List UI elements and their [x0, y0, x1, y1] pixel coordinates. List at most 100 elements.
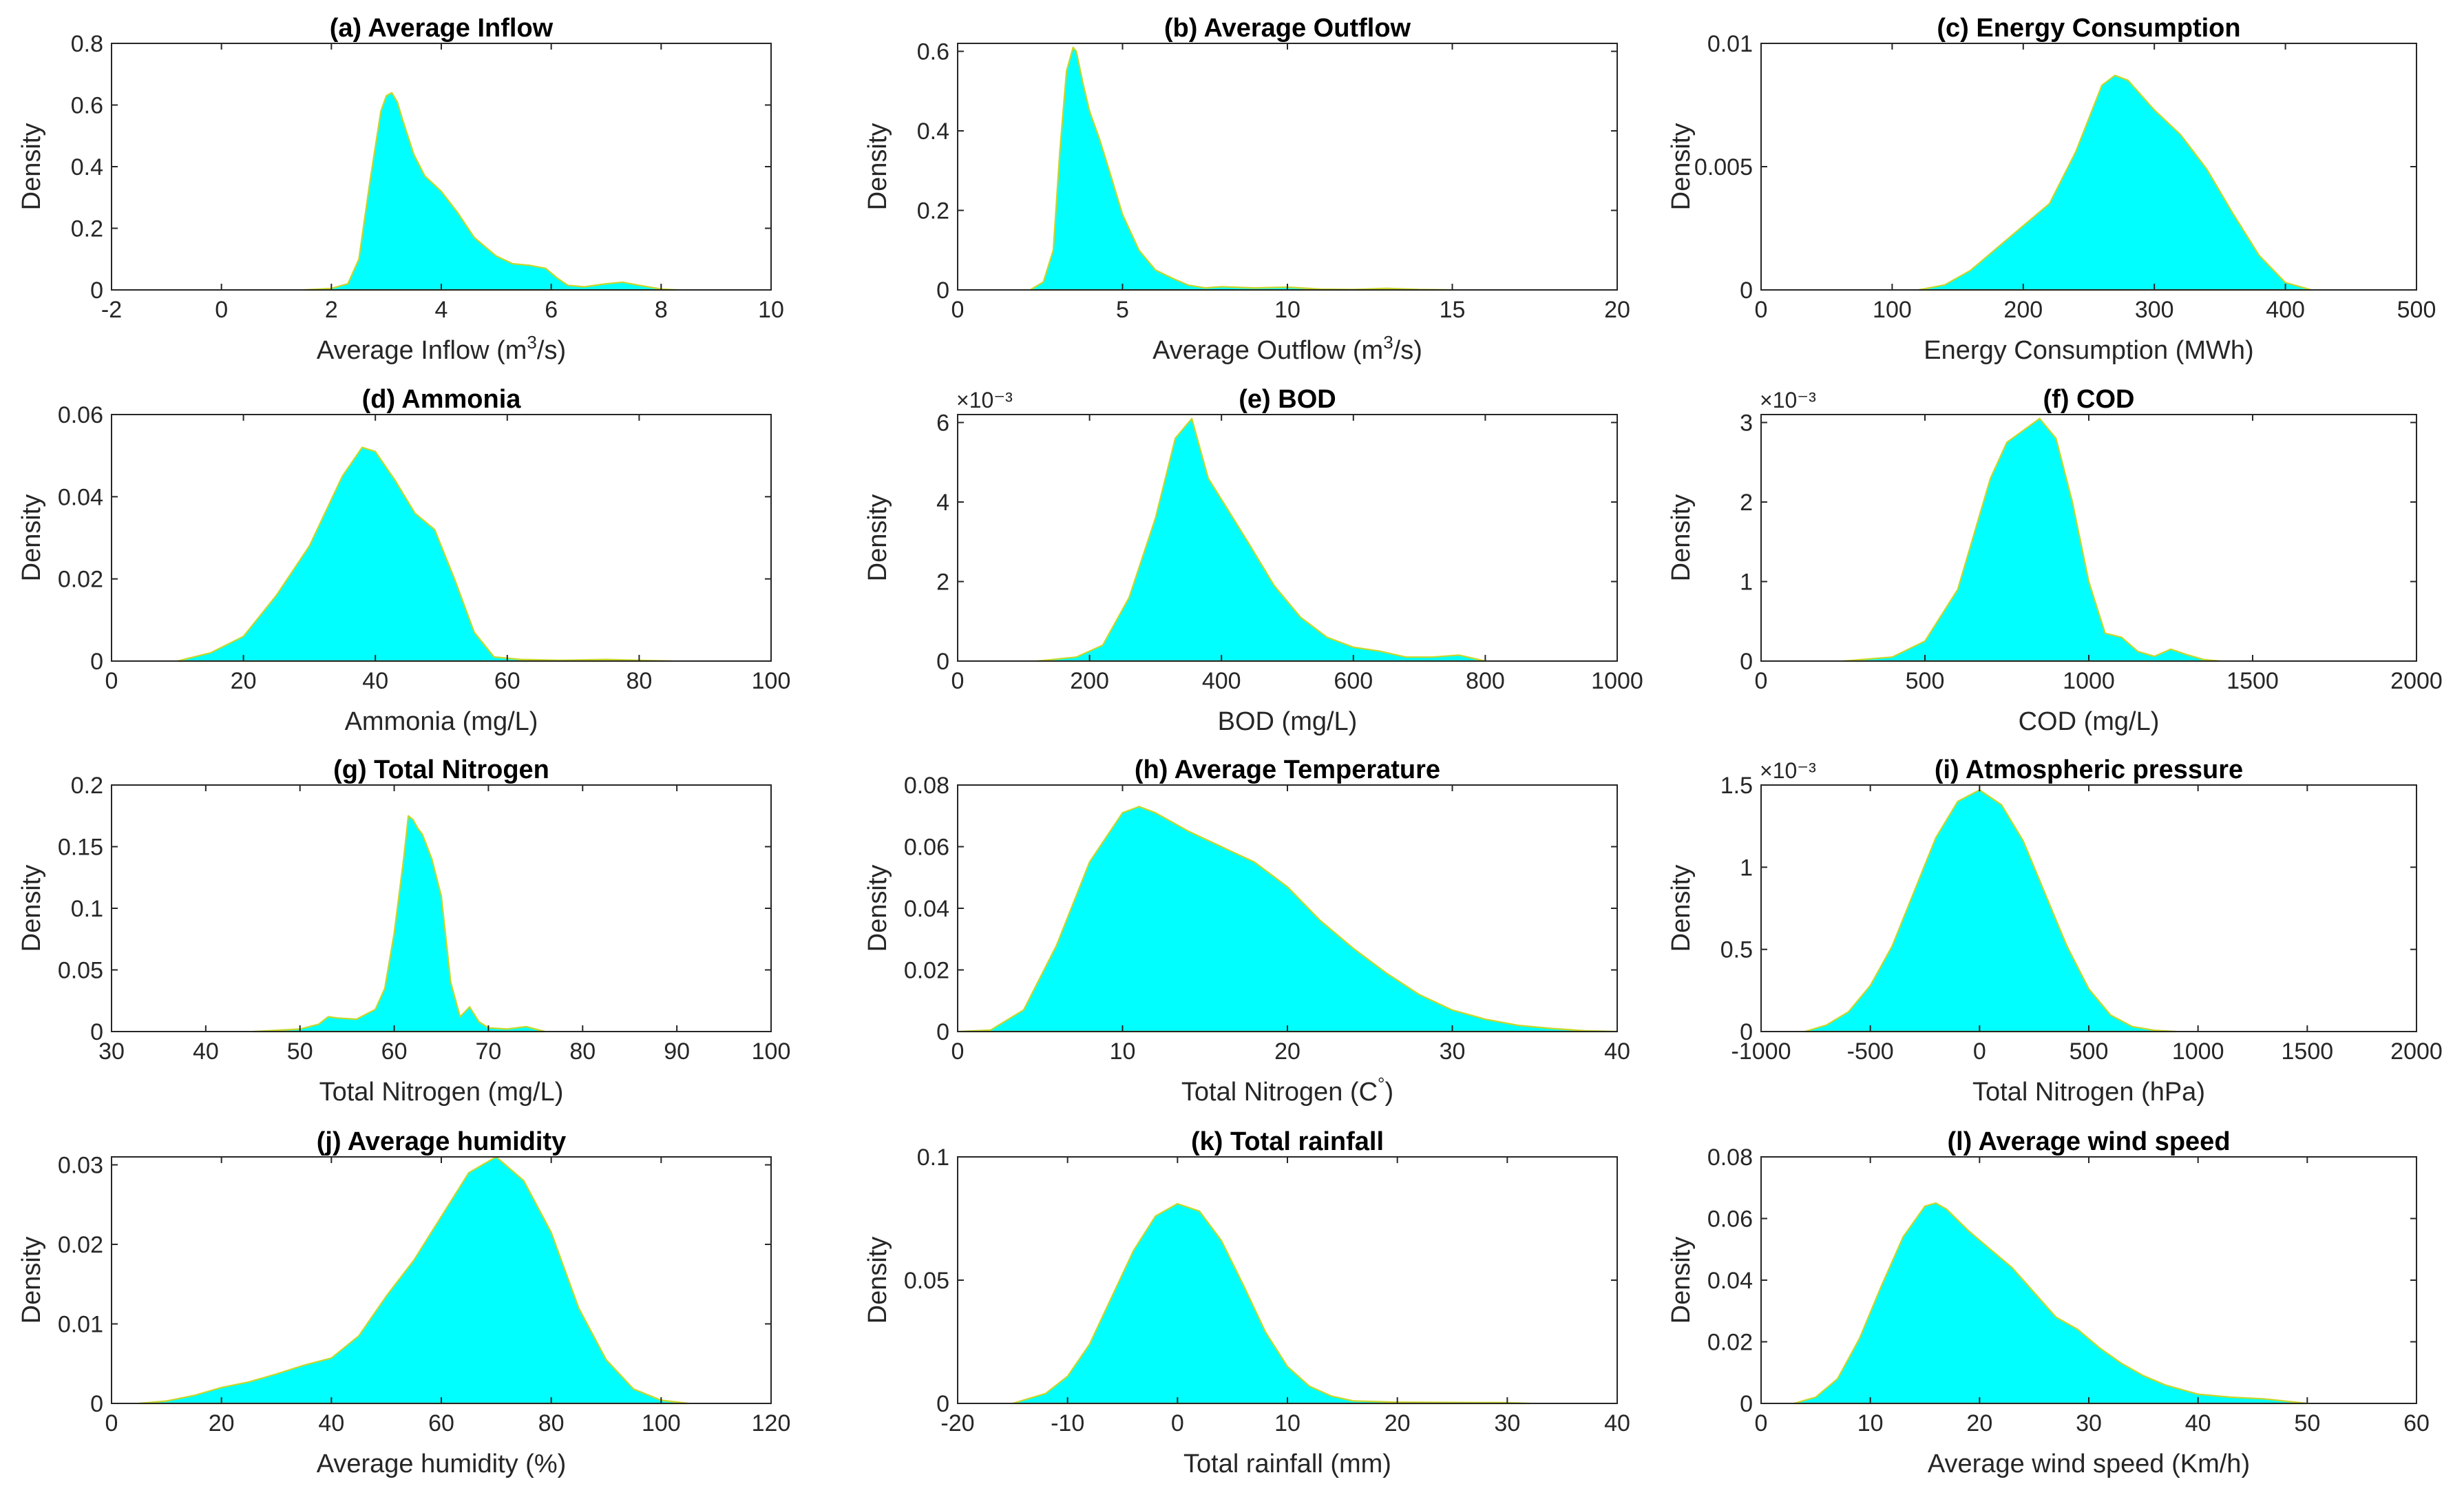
x-axis-label: Total Nitrogen (hPa) [1972, 1078, 2205, 1107]
x-tick-label: -2 [101, 297, 122, 323]
x-tick-label: 60 [494, 668, 520, 694]
x-tick-label: 2 [325, 297, 338, 323]
y-tick-label: 0 [1740, 278, 1753, 304]
y-axis-label: Density [863, 1237, 892, 1324]
density-area [1917, 74, 2313, 291]
panel-9: -1000 -500 0 500 1000 1500 2000 0 0.5 1 1.5 ×10⁻³ (i… [1667, 755, 2443, 1107]
y-tick-label: 3 [1740, 410, 1753, 437]
x-tick-label: 0 [105, 1410, 118, 1436]
y-tick-label: 0.2 [71, 773, 103, 799]
panel-title: (i) Atmospheric pressure [1935, 755, 2243, 784]
panel-title: (b) Average Outflow [1164, 14, 1411, 43]
density-area [1029, 46, 1453, 291]
x-tick-label: 100 [642, 1410, 681, 1436]
y-tick-label: 4 [936, 490, 949, 516]
x-tick-label: 400 [2266, 297, 2305, 323]
x-tick-label: 100 [752, 668, 791, 694]
x-tick-label: 80 [569, 1038, 596, 1065]
x-tick-label: 0 [1755, 668, 1768, 694]
x-tick-label: 0 [1755, 297, 1768, 323]
x-tick-label: -500 [1847, 1038, 1894, 1065]
x-axis-label: Average wind speed (Km/h) [1928, 1450, 2250, 1478]
x-tick-label: 0 [1755, 1410, 1768, 1436]
panel-11: -20 -10 0 10 20 30 40 0 0.05 0.1 (k) Total rainfal… [863, 1127, 1630, 1478]
y-tick-label: 0.04 [58, 484, 103, 510]
x-tick-label: 20 [1966, 1410, 1992, 1436]
x-tick-label: 10 [1857, 1410, 1884, 1436]
x-tick-label: 30 [98, 1038, 125, 1065]
x-axis-label: COD (mg/L) [2019, 707, 2160, 736]
x-axis-label: Total rainfall (mm) [1183, 1450, 1391, 1478]
y-axis-label: Density [863, 494, 892, 582]
density-area [176, 446, 673, 662]
x-tick-label: 40 [318, 1410, 344, 1436]
x-tick-label: 50 [287, 1038, 313, 1065]
y-tick-label: 0.05 [58, 958, 103, 984]
y-tick-label: 0 [90, 1019, 103, 1045]
axis-box [957, 414, 1618, 662]
x-axis-label: Average humidity (%) [317, 1450, 567, 1478]
x-axis-label: Ammonia (mg/L) [345, 707, 538, 736]
x-tick-label: 0 [951, 668, 965, 694]
x-tick-label: 20 [209, 1410, 235, 1436]
panel-5: 0 200 400 600 800 1000 0 2 4 6 ×10⁻³ (e) BOD BOD (mg… [863, 385, 1643, 736]
y-axis-label: Density [17, 865, 46, 952]
x-tick-label: 2000 [2390, 1038, 2443, 1065]
y-tick-label: 0.08 [1707, 1144, 1753, 1171]
axis-exponent: ×10⁻³ [1760, 758, 1816, 783]
x-tick-label: 500 [2397, 297, 2436, 323]
y-tick-label: 0 [936, 1019, 949, 1045]
panel-title: (g) Total Nitrogen [333, 755, 549, 784]
panel-12: 0 10 20 30 40 50 60 0 0.02 0.04 0.06 0.08 (l) Averag… [1667, 1127, 2430, 1478]
x-axis-label: Total Nitrogen (mg/L) [319, 1078, 564, 1107]
y-tick-label: 0.02 [904, 958, 949, 984]
y-tick-label: 0.05 [904, 1268, 949, 1294]
x-tick-label: 1000 [2063, 668, 2115, 694]
x-tick-label: 6 [545, 297, 558, 323]
y-tick-label: 0.1 [71, 896, 103, 922]
y-tick-label: 0.01 [1707, 31, 1753, 57]
x-tick-label: 1000 [1591, 668, 1643, 694]
x-tick-label: 4 [435, 297, 448, 323]
y-tick-label: 1.5 [1720, 773, 1753, 799]
y-axis-label: Density [1667, 1237, 1696, 1324]
y-tick-label: 0.005 [1694, 154, 1753, 180]
y-tick-label: 0.1 [917, 1144, 949, 1171]
x-tick-label: 500 [1906, 668, 1945, 694]
y-tick-label: 0.06 [1707, 1206, 1753, 1233]
x-tick-label: 40 [1604, 1038, 1630, 1065]
panel-title: (d) Ammonia [362, 385, 522, 414]
x-tick-label: 100 [752, 1038, 791, 1065]
density-area [138, 1156, 690, 1405]
x-axis-label: BOD (mg/L) [1218, 707, 1358, 736]
y-tick-label: 0.01 [58, 1312, 103, 1338]
y-tick-label: 0.4 [917, 118, 949, 145]
y-axis-label: Density [17, 494, 46, 582]
y-tick-label: 0 [90, 278, 103, 304]
panel-3: 0 100 200 300 400 500 0 0.005 0.01 (c) Energy Con… [1667, 14, 2436, 365]
density-area [1011, 1202, 1530, 1405]
x-tick-label: 10 [1110, 1038, 1136, 1065]
x-tick-label: 40 [362, 668, 388, 694]
density-area [252, 815, 546, 1033]
x-tick-label: 20 [1604, 297, 1630, 323]
x-tick-label: 40 [1604, 1410, 1630, 1436]
panel-title: (a) Average Inflow [330, 14, 554, 43]
density-area [1804, 789, 2177, 1033]
y-axis-label: Density [863, 123, 892, 211]
x-tick-label: 2000 [2390, 668, 2443, 694]
x-tick-label: 10 [1274, 1410, 1301, 1436]
density-area [1793, 1202, 2308, 1405]
x-tick-label: 20 [1274, 1038, 1301, 1065]
y-tick-label: 0.03 [58, 1153, 103, 1179]
x-tick-label: 30 [1494, 1410, 1520, 1436]
y-tick-label: 0 [1740, 1019, 1753, 1045]
y-tick-label: 0.02 [58, 567, 103, 593]
x-tick-label: 0 [1973, 1038, 1986, 1065]
panel-10: 0 20 40 60 80 100 120 0 0.01 0.02 0.03 (j) Average … [17, 1127, 790, 1478]
x-tick-label: 500 [2070, 1038, 2109, 1065]
y-tick-label: 0.6 [917, 39, 949, 65]
x-tick-label: 8 [655, 297, 668, 323]
x-tick-label: 10 [758, 297, 784, 323]
y-axis-label: Density [17, 1237, 46, 1324]
